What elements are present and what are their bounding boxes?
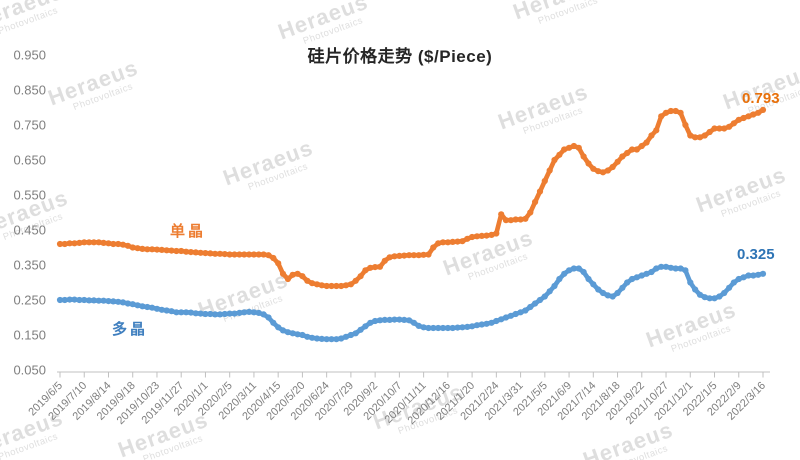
poly-series: [56, 263, 767, 343]
y-axis-label: 0.950: [13, 48, 46, 63]
poly-series-line: [57, 264, 766, 342]
poly-series-label: 多晶: [112, 321, 149, 338]
y-axis-label: 0.850: [13, 83, 46, 98]
y-axis-label: 0.650: [13, 153, 46, 168]
chart-title: 硅片价格走势 ($/Piece): [307, 47, 493, 66]
y-axis-label: 0.750: [13, 118, 46, 133]
y-axis-label: 0.550: [13, 188, 46, 203]
mono-series-label: 单晶: [170, 223, 207, 240]
mono-series: [56, 106, 767, 290]
y-axis-label: 0.450: [13, 223, 46, 238]
y-axis-label: 0.050: [13, 363, 46, 378]
y-axis-label: 0.150: [13, 328, 46, 343]
mono-end-value-label: 0.793: [742, 90, 780, 107]
y-axis-label: 0.250: [13, 293, 46, 308]
mono-series-line: [57, 107, 766, 289]
y-axis-label: 0.350: [13, 258, 46, 273]
poly-end-value-label: 0.325: [737, 246, 775, 263]
